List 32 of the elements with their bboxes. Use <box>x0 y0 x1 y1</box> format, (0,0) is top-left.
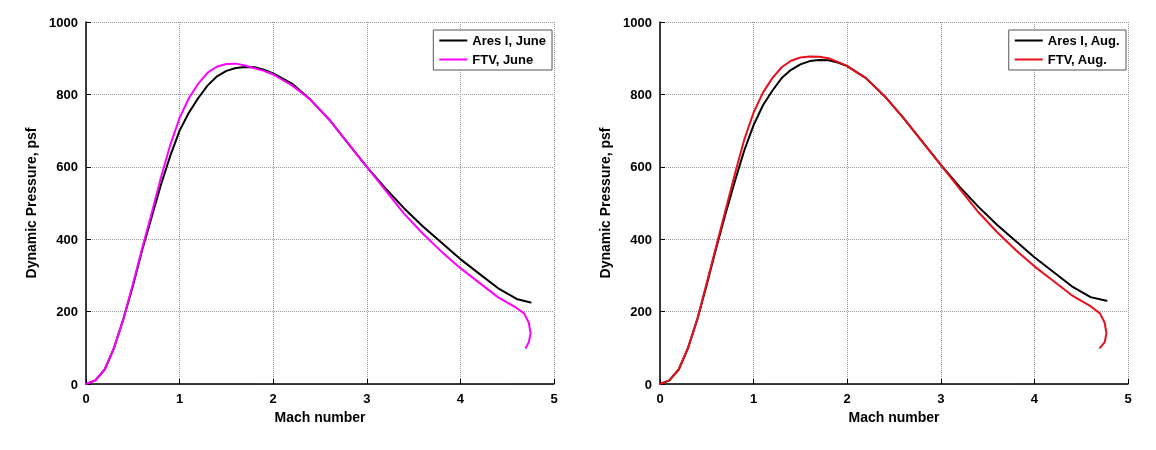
x-tick-label: 2 <box>269 391 277 406</box>
x-tick-label: 3 <box>363 391 371 406</box>
y-tick-label: 600 <box>56 159 78 175</box>
y-tick-label: 1000 <box>623 14 652 30</box>
x-axis-title: Mach number <box>274 408 367 425</box>
y-tick-label: 800 <box>630 86 652 102</box>
x-tick-label: 1 <box>749 391 758 406</box>
x-tick-label: 3 <box>937 391 945 406</box>
x-tick-label: 4 <box>456 391 465 406</box>
x-tick-label: 4 <box>1030 391 1039 406</box>
y-axis-title: Dynamic Pressure, psf <box>23 127 40 279</box>
y-tick-label: 800 <box>56 86 78 102</box>
x-axis-title: Mach number <box>848 408 941 425</box>
x-tick-label: 1 <box>175 391 184 406</box>
y-tick-label: 0 <box>70 376 78 392</box>
y-tick-label: 600 <box>630 159 652 175</box>
x-tick-label: 5 <box>1124 391 1132 406</box>
x-tick-label: 0 <box>82 391 90 406</box>
y-tick-label: 200 <box>630 304 652 320</box>
y-tick-label: 0 <box>644 376 652 392</box>
y-tick-label: 1000 <box>49 14 78 30</box>
legend-label: Ares I, Aug. <box>1047 33 1120 48</box>
y-tick-label: 200 <box>56 304 78 320</box>
legend-label: FTV, June <box>472 52 534 67</box>
y-tick-label: 400 <box>630 231 652 247</box>
legend-label: FTV, Aug. <box>1047 52 1107 67</box>
y-tick-label: 400 <box>56 231 78 247</box>
x-tick-label: 5 <box>550 391 558 406</box>
x-tick-label: 2 <box>843 391 851 406</box>
x-tick-label: 0 <box>656 391 664 406</box>
y-axis-title: Dynamic Pressure, psf <box>597 127 614 279</box>
legend-label: Ares I, June <box>472 33 547 48</box>
